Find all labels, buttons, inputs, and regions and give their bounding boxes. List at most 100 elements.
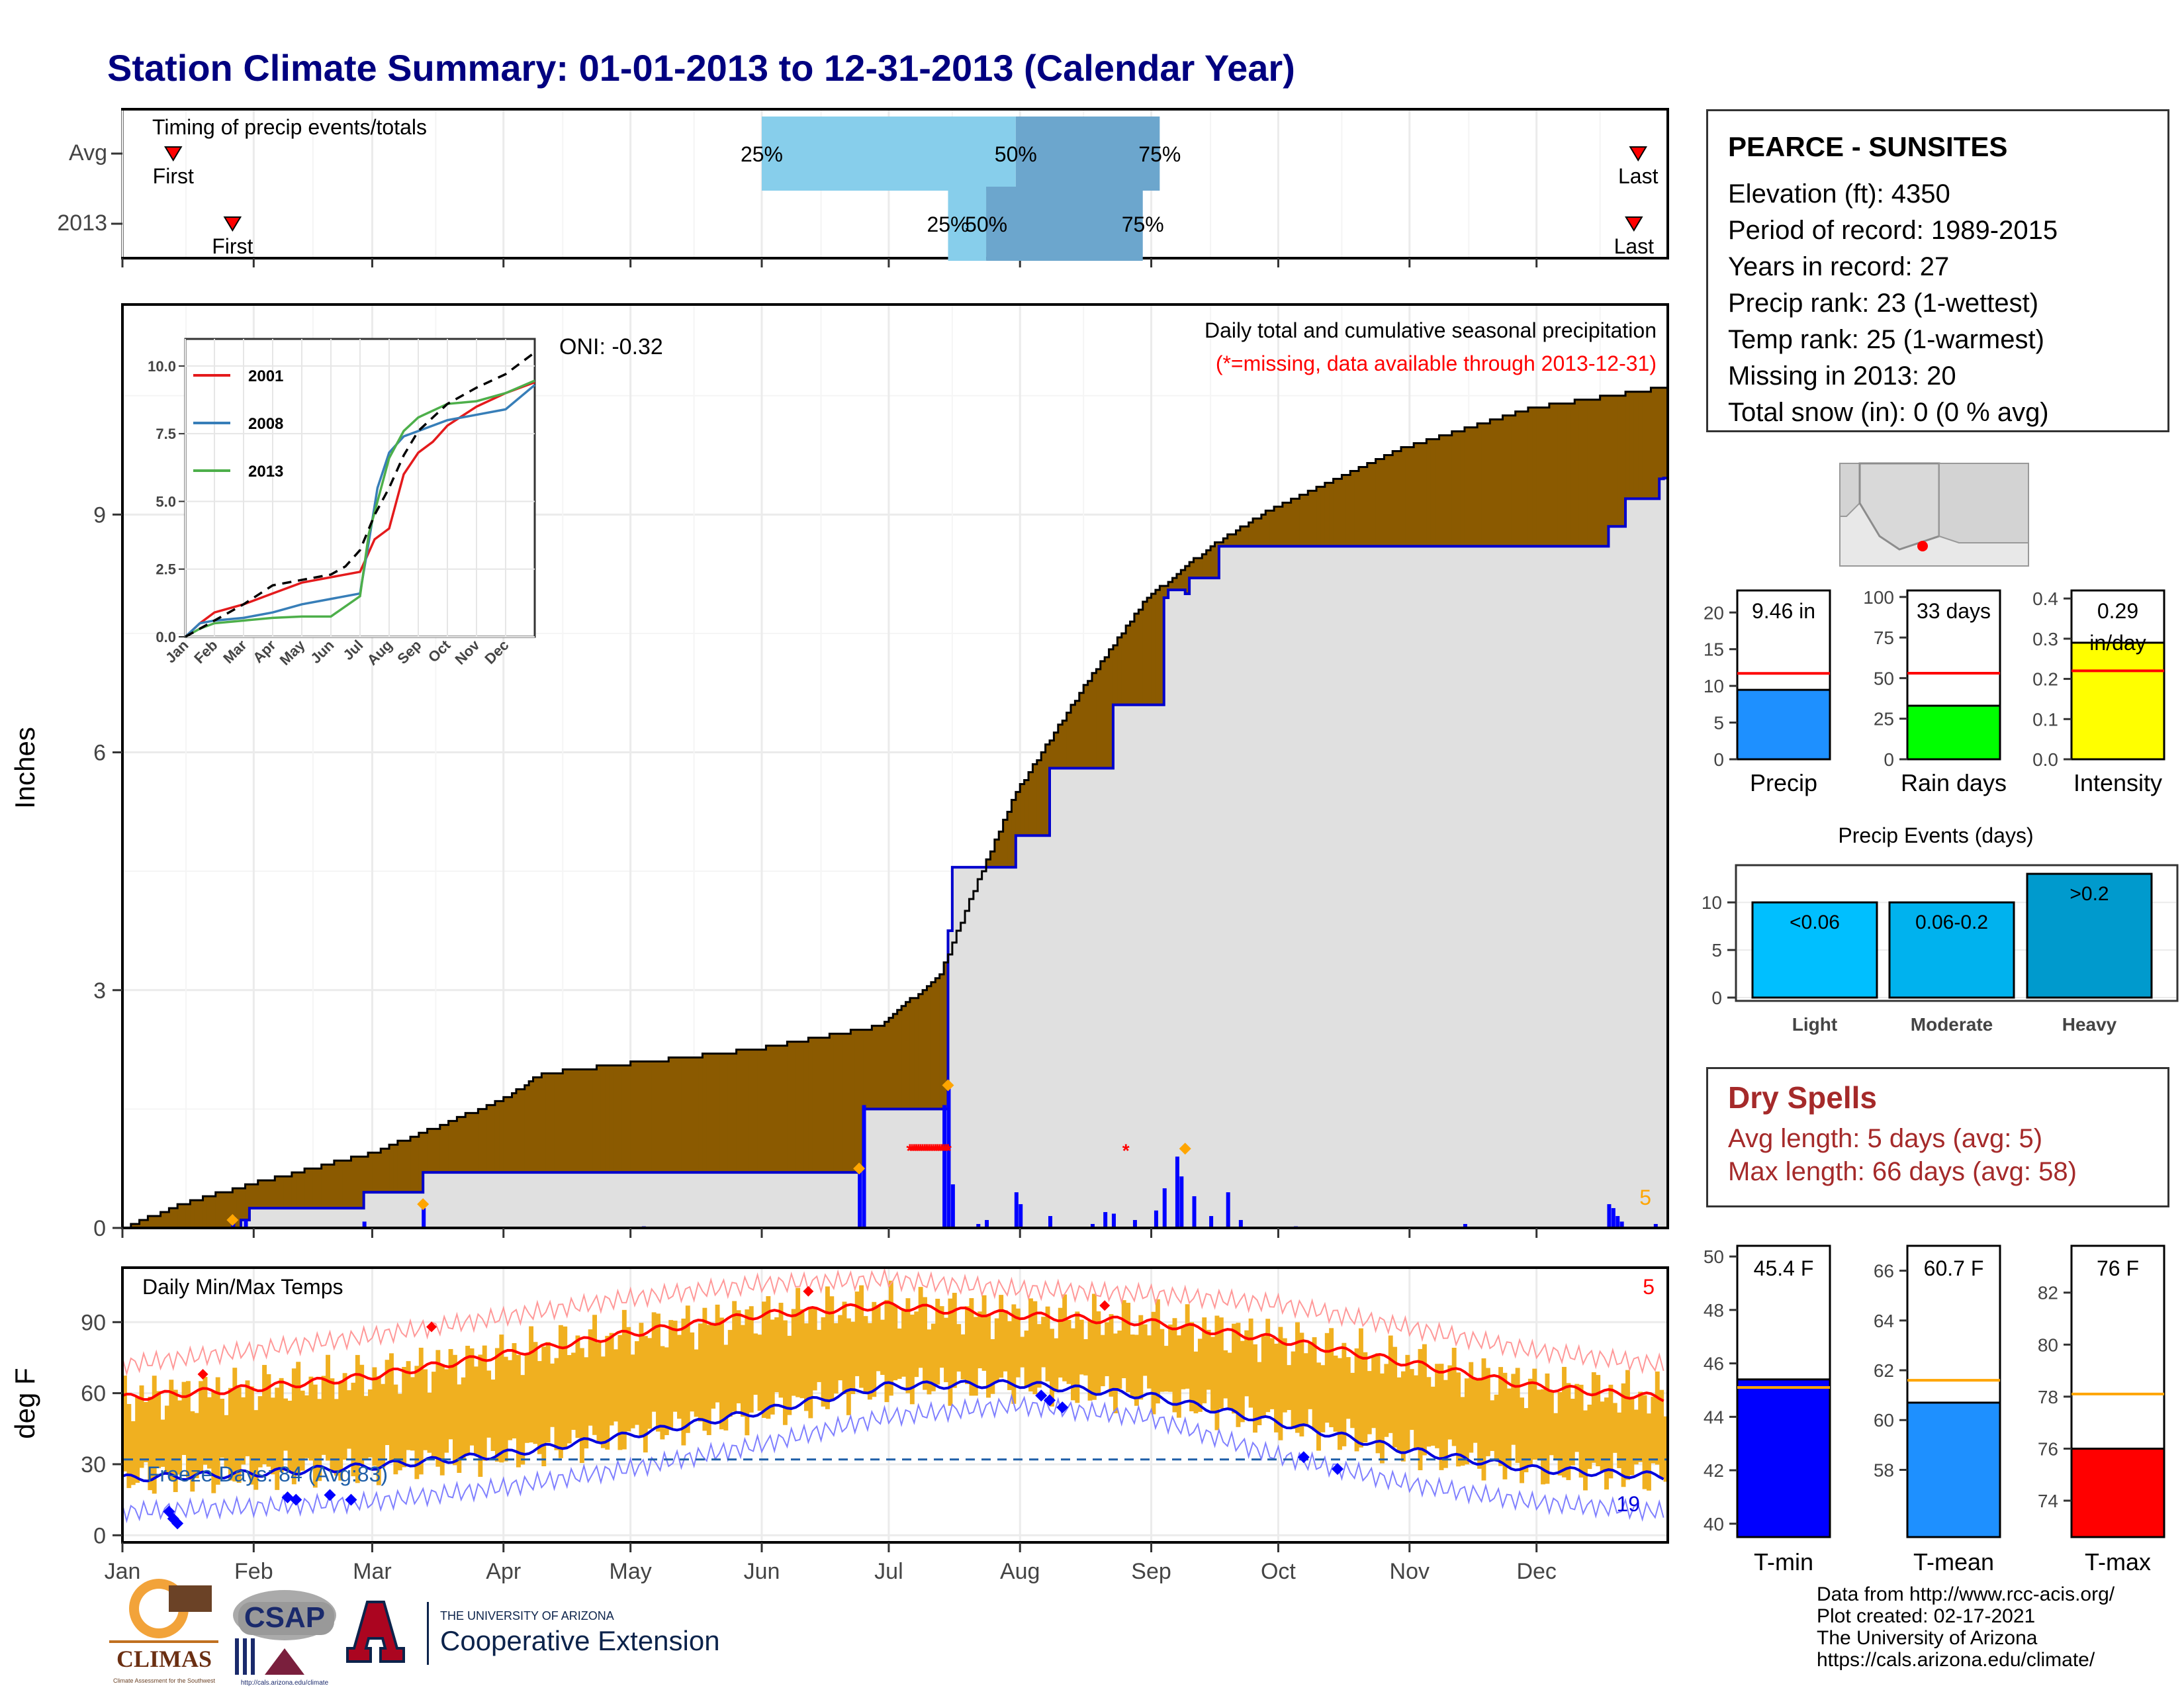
daily-temp-range-bar [397,1393,402,1471]
avg-excess-band [1367,463,1372,547]
daily-temp-range-bar [414,1366,420,1479]
freeze-days-text: Freeze Days: 84 (Avg:83) [147,1462,388,1486]
daily-temp-range-bar [1435,1364,1440,1448]
avg-excess-band [1050,740,1054,769]
missing-data-marker: * [919,1140,927,1160]
daily-temp-range-bar [1113,1333,1118,1413]
daily-temp-range-bar [1050,1329,1054,1407]
daily-temp-range-bar [410,1377,415,1451]
inset-y-tick-label: 2.5 [156,561,176,578]
avg-excess-band [914,998,919,1109]
mini-temp-label: T-min [1754,1548,1813,1575]
avg-excess-band [512,1093,517,1173]
daily-temp-range-bar [757,1335,762,1411]
avg-excess-band [918,994,923,1109]
avg-excess-band [304,1168,310,1209]
mini-temp-tick-label: 50 [1704,1246,1724,1267]
avg-excess-band [1269,510,1275,547]
daily-temp-range-bar [283,1398,288,1451]
daily-temp-range-bar [1502,1372,1508,1479]
avg-excess-band [1591,399,1596,547]
daily-temp-range-bar [719,1317,724,1430]
avg-excess-band [381,1149,386,1193]
daily-temp-range-bar [1096,1311,1101,1393]
avg-excess-band [664,1061,669,1173]
daily-temp-range-bar [473,1366,478,1454]
mini-temp-tick-label: 74 [2038,1491,2058,1511]
daily-temp-range-bar [1045,1306,1050,1382]
month-tick-label: Mar [353,1559,392,1584]
timing-first-label: First [153,164,194,188]
daily-temp-range-bar [550,1363,555,1427]
missing-data-marker: * [1122,1140,1130,1160]
avg-excess-band [1007,812,1013,868]
avg-excess-band [643,1061,648,1173]
avg-excess-band [334,1160,339,1209]
avg-excess-band [432,1129,436,1173]
daily-temp-range-bar [774,1317,780,1393]
avg-excess-band [1134,613,1139,705]
daily-temp-range-bar [723,1344,729,1430]
daily-temp-range-bar [499,1335,504,1463]
events-y-tick-label: 5 [1711,940,1722,961]
avg-excess-band [1202,554,1207,579]
mini-temp-value-label: 60.7 F [1924,1256,1984,1280]
avg-excess-band [228,1192,233,1228]
mini-temp-tick-label: 82 [2038,1283,2058,1303]
daily-temp-range-bar [821,1317,826,1407]
avg-excess-band [1265,510,1271,547]
daily-temp-range-bar [825,1286,830,1409]
daily-temp-range-bar [312,1384,318,1488]
avg-excess-band [567,1069,572,1173]
daily-temp-range-bar [736,1310,741,1403]
avg-excess-band [897,1009,902,1109]
avg-excess-band [799,1041,805,1173]
timing-first-label: First [212,234,253,258]
avg-excess-band [1075,700,1080,769]
daily-temp-range-bar [761,1301,766,1418]
month-tick-label: Oct [1261,1559,1296,1584]
avg-excess-band [342,1160,347,1209]
daily-temp-range-bar [1430,1386,1435,1446]
avg-excess-band [148,1216,153,1228]
avg-excess-band [1181,570,1186,590]
avg-excess-band [1647,391,1652,499]
avg-excess-band [545,1073,551,1173]
daily-temp-range-bar [1087,1320,1093,1401]
daily-temp-range-bar [965,1306,970,1384]
inset-average-line [185,352,536,638]
inset-series-line [185,379,535,638]
daily-temp-range-bar [1168,1324,1173,1392]
month-tick-label: Jan [105,1559,141,1584]
daily-temp-range-bar [973,1317,978,1396]
daily-temp-range-bar [1117,1331,1122,1389]
daily-temp-range-bar [326,1354,330,1461]
month-tick-label: Jun [744,1559,780,1584]
daily-temp-range-bar [1524,1408,1529,1473]
mini-temp-tick-label: 76 [2038,1438,2058,1459]
daily-temp-range-bar [308,1376,314,1461]
avg-excess-band [1350,471,1355,547]
daily-temp-range-bar [749,1306,754,1413]
daily-temp-range-bar [1197,1338,1203,1412]
daily-temp-range-bar [567,1355,572,1444]
mini-bar-value-label: 0.29 [2097,599,2138,623]
avg-excess-band [931,982,936,1109]
avg-excess-band [152,1216,157,1228]
daily-temp-range-bar [516,1354,521,1468]
daily-precip-bar [1607,1204,1612,1228]
daily-temp-range-bar [461,1377,466,1459]
avg-excess-band [524,1085,529,1173]
avg-excess-band [330,1164,335,1209]
mini-temp-value [2070,1447,2165,1538]
daily-temp-range-bar [338,1382,343,1481]
daily-temp-range-bar [1176,1335,1181,1418]
avg-excess-band [516,1089,521,1173]
daily-temp-range-bar [249,1386,254,1485]
avg-excess-band [1282,502,1287,547]
avg-excess-band [1227,534,1232,547]
daily-temp-range-bar [148,1397,153,1491]
daily-temp-range-bar [854,1291,860,1376]
precip-y-axis-label: Inches [9,727,40,809]
daily-temp-range-bar [1181,1326,1186,1389]
